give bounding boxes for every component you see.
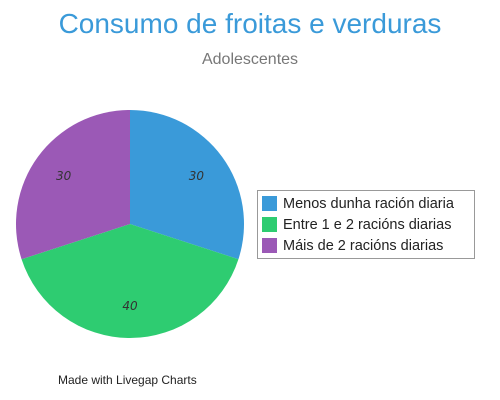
legend-swatch: [262, 238, 277, 253]
legend-swatch: [262, 196, 277, 211]
legend-item-menos[interactable]: Menos dunha ración diaria: [262, 193, 470, 214]
data-label-mais: 30: [56, 169, 72, 183]
pie-slice-menos[interactable]: [130, 110, 244, 260]
legend-item-entre[interactable]: Entre 1 e 2 racións diarias: [262, 214, 470, 235]
legend: Menos dunha ración diaria Entre 1 e 2 rac…: [257, 190, 475, 259]
chart-subtitle: Adolescentes: [201, 51, 299, 68]
legend-label: Menos dunha ración diaria: [283, 195, 454, 212]
chart-title: Consumo de froitas e verduras: [58, 8, 442, 39]
legend-item-mais[interactable]: Máis de 2 racións diarias: [262, 235, 470, 256]
legend-label: Máis de 2 racións diarias: [283, 237, 444, 254]
data-label-entre: 40: [122, 299, 138, 313]
credit-text: Made with Livegap Charts: [58, 373, 197, 387]
data-label-menos: 30: [189, 169, 205, 183]
legend-swatch: [262, 217, 277, 232]
pie-slice-entre[interactable]: [21, 224, 239, 338]
pie-slice-mais[interactable]: [15, 110, 130, 260]
legend-label: Entre 1 e 2 racións diarias: [283, 216, 452, 233]
